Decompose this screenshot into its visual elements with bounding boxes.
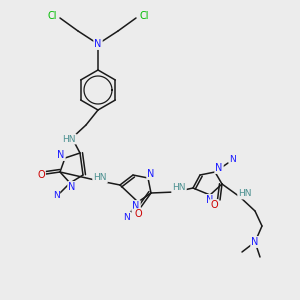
Text: O: O: [37, 170, 45, 180]
Text: HN: HN: [238, 190, 252, 199]
Text: HN: HN: [62, 134, 76, 143]
Text: N: N: [215, 163, 223, 173]
Text: O: O: [134, 209, 142, 219]
Text: N: N: [206, 195, 214, 205]
Text: N: N: [124, 212, 130, 221]
Text: N: N: [132, 201, 140, 211]
Text: HN: HN: [62, 134, 76, 143]
Text: N: N: [215, 163, 223, 173]
Text: HN: HN: [238, 190, 252, 199]
Text: N: N: [251, 237, 259, 247]
Text: Cl: Cl: [47, 11, 57, 21]
Text: N: N: [147, 169, 155, 179]
Text: N: N: [147, 169, 155, 179]
Text: N: N: [57, 150, 65, 160]
Text: N: N: [230, 155, 236, 164]
Text: N: N: [124, 212, 130, 221]
Text: O: O: [37, 170, 45, 180]
Text: Cl: Cl: [139, 11, 149, 21]
Text: N: N: [52, 191, 59, 200]
Text: N: N: [68, 182, 76, 192]
Text: N: N: [57, 150, 65, 160]
Text: N: N: [68, 182, 76, 192]
Text: HN: HN: [172, 184, 186, 193]
Text: N: N: [52, 191, 59, 200]
Text: N: N: [94, 39, 102, 49]
Text: HN: HN: [93, 173, 107, 182]
Text: N: N: [251, 237, 259, 247]
Text: N: N: [206, 195, 214, 205]
Text: Cl: Cl: [139, 11, 149, 21]
Text: O: O: [134, 209, 142, 219]
Text: HN: HN: [93, 173, 107, 182]
Text: O: O: [210, 200, 218, 210]
Text: HN: HN: [172, 184, 186, 193]
Text: N: N: [94, 39, 102, 49]
Text: N: N: [230, 155, 236, 164]
Text: Cl: Cl: [47, 11, 57, 21]
Text: N: N: [132, 201, 140, 211]
Text: O: O: [210, 200, 218, 210]
